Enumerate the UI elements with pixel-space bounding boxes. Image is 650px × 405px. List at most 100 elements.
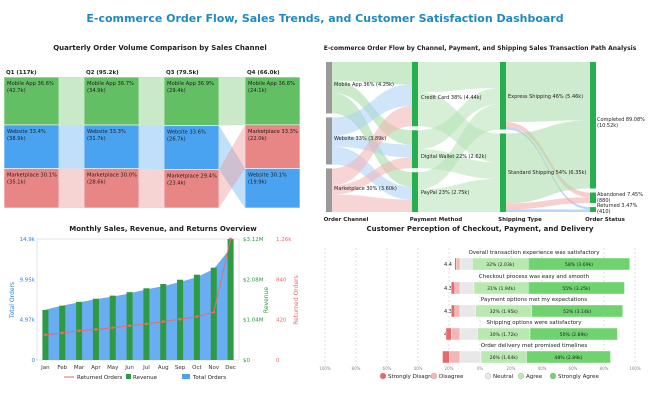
returns-point [60, 331, 64, 335]
connector-mobile-app [59, 77, 84, 126]
stage-label: Order Status [585, 217, 626, 223]
left-tick: 14.9k [20, 237, 36, 243]
percent-tick: 100% [319, 366, 331, 371]
percent-tick: 40% [414, 366, 423, 371]
likert-segment [451, 327, 461, 341]
segment-label: Website 33.6% (26.7k) [167, 129, 206, 142]
node-label: Digital Wallet 22% (2.62k) [421, 154, 487, 160]
agree-label: 32% (1.95k) [490, 309, 518, 315]
segment-mobile-app [244, 76, 301, 126]
quarter-label: Q1 (117k) [6, 70, 37, 76]
segment-label: Mobile App 36.6% (42.7k) [7, 81, 54, 94]
legend-swatch [182, 374, 190, 379]
connector-marketplace [219, 124, 245, 208]
sankey-node [412, 62, 418, 127]
likert-segment [456, 257, 461, 271]
score-label: 4.3 [444, 286, 452, 292]
connector-website [219, 125, 245, 208]
flow-link [418, 149, 500, 179]
node-label: Abandoned 7.45% (880) [597, 192, 643, 204]
left-tick: 0 [32, 358, 36, 364]
left-tick: 9.95k [20, 277, 36, 283]
returns-point [161, 320, 165, 323]
sankey-node [326, 117, 332, 165]
segment-marketplace [3, 168, 60, 209]
likert-segment [451, 281, 455, 295]
month-label: Feb [57, 365, 67, 371]
revenue-bar [210, 267, 217, 360]
likert-segment [526, 350, 611, 364]
percent-tick: 60% [569, 366, 578, 371]
legend-label: Disagree [439, 374, 464, 380]
segment-marketplace [244, 124, 301, 169]
returns-point [111, 326, 115, 330]
strongly-agree-label: 52% (3.14k) [563, 309, 591, 315]
chart-title: Quarterly Order Volume Comparison by Sal… [53, 44, 267, 52]
statement-label: Overall transaction experience was satis… [468, 250, 600, 256]
sankey-node [412, 172, 418, 212]
segment-label: Website 33.4% (38.9k) [7, 129, 46, 142]
left-axis-label: Total Orders [9, 282, 16, 319]
percent-tick: 80% [352, 366, 361, 371]
node-label: Returned 3.47% (410) [597, 203, 638, 215]
returns-point [128, 324, 131, 328]
stage-label: Order Channel [324, 217, 369, 223]
sankey-node [500, 62, 506, 130]
connector-website [139, 125, 164, 170]
likert-segment [454, 281, 461, 295]
returns-tick: 840 [276, 277, 287, 283]
likert-segment [529, 327, 618, 341]
dashboard-title: E-commerce Order Flow, Sales Trends, and… [86, 12, 563, 25]
order-flow-sankey: E-commerce Order Flow by Channel, Paymen… [324, 45, 646, 223]
likert-segment [459, 281, 475, 295]
segment-marketplace [83, 168, 140, 209]
connector-mobile-app [219, 77, 245, 126]
month-label: Mar [74, 365, 85, 371]
month-label: Dec [225, 365, 236, 371]
returns-point [77, 329, 81, 333]
segment-mobile-app [83, 76, 140, 126]
revenue-axis-label: Revenue [263, 287, 270, 313]
percent-tick: 80% [600, 366, 609, 371]
flow-link [332, 84, 412, 136]
flow-link [418, 62, 500, 93]
quarter-label: Q3 (79.5k) [166, 70, 199, 76]
flow-link [506, 62, 590, 123]
segment-website [163, 125, 220, 170]
returns-point [178, 317, 182, 321]
score-label: 4.3 [444, 309, 452, 315]
revenue-tick: $2.08M [243, 277, 264, 283]
percent-tick: 0% [477, 366, 484, 371]
percent-tick: 60% [383, 366, 392, 371]
statement-label: Payment options met my expectations [481, 297, 587, 303]
segment-label: Marketplace 30.1% (35.1k) [7, 173, 57, 186]
returns-point [94, 328, 98, 331]
connector-marketplace [59, 168, 84, 208]
sankey-node [412, 130, 418, 169]
legend-label: Revenue [133, 375, 158, 381]
percent-tick: 20% [507, 366, 516, 371]
segment-website [83, 124, 140, 169]
returns-point [212, 310, 216, 314]
flow-link [506, 209, 590, 212]
sankey-node [590, 207, 596, 212]
returns-tick: 420 [276, 318, 287, 324]
node-label: Credit Card 38% (4.44k) [421, 95, 482, 101]
likert-segment [528, 281, 625, 295]
node-label: Website 33% (3.89k) [334, 136, 386, 142]
flow-link [332, 194, 412, 212]
returns-axis-label: Returned Orders [293, 275, 300, 325]
segment-label: Mobile App 36.9% (29.4k) [167, 81, 214, 94]
segment-website [3, 124, 60, 169]
revenue-bar [227, 239, 234, 360]
quarterly-order-chart: Quarterly Order Volume Comparison by Sal… [3, 44, 301, 209]
month-label: Jul [142, 365, 150, 371]
agree-label: 32% (2.03k) [486, 262, 514, 268]
segment-website [244, 168, 301, 209]
flow-link [506, 120, 590, 204]
likert-segment [531, 304, 623, 318]
connector-marketplace [139, 168, 164, 208]
chart-title: Customer Perception of Checkout, Payment… [367, 225, 594, 233]
chart-title: E-commerce Order Flow by Channel, Paymen… [324, 45, 637, 52]
